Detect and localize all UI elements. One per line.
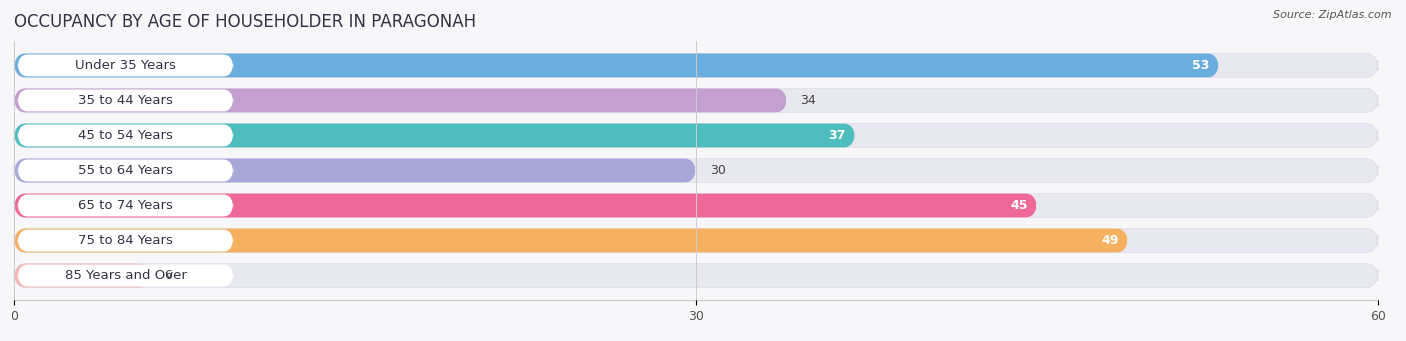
Text: 65 to 74 Years: 65 to 74 Years	[77, 199, 173, 212]
Text: Source: ZipAtlas.com: Source: ZipAtlas.com	[1274, 10, 1392, 20]
Text: 55 to 64 Years: 55 to 64 Years	[77, 164, 173, 177]
FancyBboxPatch shape	[14, 228, 1378, 252]
FancyBboxPatch shape	[14, 264, 1378, 287]
FancyBboxPatch shape	[17, 89, 233, 112]
Text: 6: 6	[165, 269, 172, 282]
FancyBboxPatch shape	[14, 194, 1038, 218]
Text: 45: 45	[1011, 199, 1028, 212]
FancyBboxPatch shape	[14, 264, 150, 287]
Text: 75 to 84 Years: 75 to 84 Years	[77, 234, 173, 247]
FancyBboxPatch shape	[14, 54, 1219, 77]
Text: 53: 53	[1192, 59, 1209, 72]
FancyBboxPatch shape	[14, 159, 696, 182]
Text: 45 to 54 Years: 45 to 54 Years	[77, 129, 173, 142]
Text: 34: 34	[800, 94, 817, 107]
Text: 30: 30	[710, 164, 725, 177]
FancyBboxPatch shape	[14, 89, 1378, 113]
FancyBboxPatch shape	[14, 89, 787, 113]
FancyBboxPatch shape	[14, 228, 1128, 252]
Text: 37: 37	[828, 129, 846, 142]
FancyBboxPatch shape	[14, 194, 1378, 218]
FancyBboxPatch shape	[14, 54, 1378, 77]
Text: 49: 49	[1101, 234, 1119, 247]
Text: OCCUPANCY BY AGE OF HOUSEHOLDER IN PARAGONAH: OCCUPANCY BY AGE OF HOUSEHOLDER IN PARAG…	[14, 13, 477, 31]
Text: 85 Years and Over: 85 Years and Over	[65, 269, 187, 282]
FancyBboxPatch shape	[14, 123, 855, 147]
FancyBboxPatch shape	[17, 265, 233, 286]
Text: 35 to 44 Years: 35 to 44 Years	[77, 94, 173, 107]
FancyBboxPatch shape	[17, 229, 233, 252]
FancyBboxPatch shape	[14, 159, 1378, 182]
FancyBboxPatch shape	[14, 123, 1378, 147]
FancyBboxPatch shape	[17, 160, 233, 181]
Text: Under 35 Years: Under 35 Years	[75, 59, 176, 72]
FancyBboxPatch shape	[17, 195, 233, 217]
FancyBboxPatch shape	[17, 55, 233, 76]
FancyBboxPatch shape	[17, 124, 233, 146]
